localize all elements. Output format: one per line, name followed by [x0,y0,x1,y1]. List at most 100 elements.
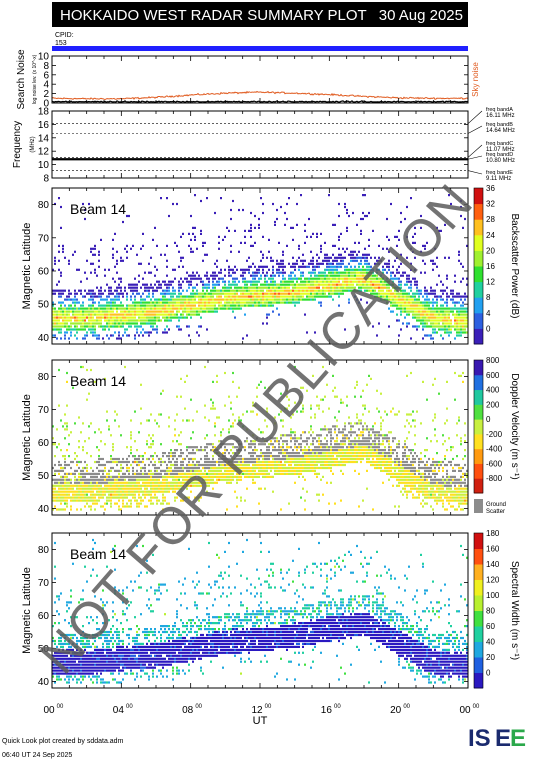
velocity-cell [302,407,304,410]
power-cell [352,268,354,271]
velocity-cell [284,463,286,467]
velocity-cell [110,484,112,487]
velocity-cell [292,449,294,452]
velocity-cell [320,443,322,446]
power-cell [126,244,128,247]
power-cell [384,283,386,286]
power-cell [264,286,266,289]
power-cell [138,262,140,265]
velocity-cell [130,446,132,449]
power-cell [406,277,408,280]
power-cell [298,283,300,286]
power-cell [90,298,92,301]
power-cell [194,313,196,316]
velocity-cell [252,460,254,464]
velocity-cell [214,466,216,470]
power-cell [330,277,332,280]
power-cell [348,214,350,218]
power-cell [166,283,168,286]
power-colorbar-segment [474,234,483,251]
velocity-cell [162,496,164,499]
velocity-cell [304,469,306,472]
power-cell [410,304,412,307]
power-cell [92,307,94,310]
power-cell [76,319,78,322]
freq-tick-label: 18 [38,107,50,118]
power-cell [360,256,362,259]
velocity-cell [52,508,54,511]
power-cell [68,325,70,328]
velocity-cell [162,484,164,487]
power-cell [254,271,256,274]
velocity-cell [134,490,136,493]
power-cell [434,292,436,295]
velocity-cell [178,484,180,487]
power-cell [154,310,156,313]
power-cell [410,310,412,313]
power-colorbar-tick: 8 [486,293,491,302]
velocity-cell [290,434,292,437]
power-cell [128,310,130,313]
velocity-cell [210,466,212,470]
power-cell [464,325,466,328]
power-cell [444,289,446,292]
velocity-cell [78,484,80,487]
velocity-cell [290,466,292,470]
velocity-cell [132,487,134,490]
power-cell [82,202,84,206]
velocity-cell [204,463,206,467]
power-cell [370,286,372,289]
velocity-cell [108,469,110,472]
power-cell [426,289,428,292]
power-cell [112,256,114,259]
power-cell [384,268,386,271]
velocity-cell [184,472,186,475]
velocity-cell [218,457,220,461]
power-cell [318,301,320,304]
power-cell [314,331,316,334]
power-cell [162,292,164,295]
velocity-cell [310,443,312,446]
velocity-cell [172,484,174,487]
velocity-cell [282,449,284,452]
velocity-cell [258,472,260,475]
velocity-cell [88,472,90,475]
power-cell [136,325,138,328]
power-cell [60,325,62,328]
power-cell [412,298,414,301]
power-cell [418,301,420,304]
power-cell [432,298,434,301]
velocity-cell [120,434,122,437]
power-cell [376,295,378,298]
velocity-cell [144,466,146,470]
velocity-cell [126,481,128,484]
velocity-cell [84,472,86,475]
velocity-cell [106,499,108,502]
velocity-cell [94,472,96,475]
power-cell [354,274,356,277]
power-cell [162,295,164,298]
power-cell [334,289,336,292]
power-cell [432,307,434,310]
power-cell [370,277,372,280]
power-cell [338,256,340,259]
power-cell [178,298,180,301]
velocity-cell [128,481,130,484]
power-cell [170,304,172,307]
velocity-cell [204,404,206,407]
power-cell [448,316,450,319]
power-cell [142,307,144,310]
power-cell [410,286,412,289]
power-cell [120,289,122,292]
velocity-cell [218,455,220,458]
velocity-cell [58,368,60,372]
power-cell [250,289,252,292]
velocity-cell [184,478,186,481]
power-cell [138,307,140,310]
power-cell [396,286,398,289]
velocity-cell [246,469,248,472]
power-cell [230,286,232,289]
velocity-cell [222,472,224,475]
power-cell [402,289,404,292]
velocity-cell [310,460,312,464]
